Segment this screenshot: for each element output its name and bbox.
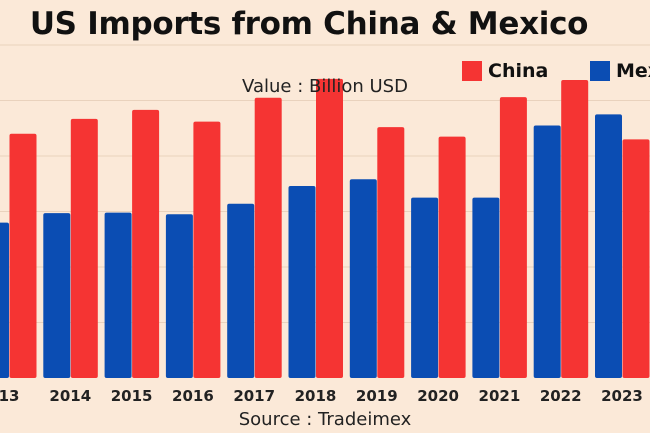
x-tick-label: 2021 [479, 387, 521, 405]
bar-china-2020 [438, 136, 466, 378]
bar-mexico-2015 [104, 212, 132, 378]
bar-china-13 [9, 133, 37, 378]
legend-item-mexico: Mex [590, 60, 650, 82]
bar-china-2019 [377, 127, 405, 378]
legend-swatch-mexico [590, 61, 610, 81]
bar-china-2021 [499, 97, 527, 379]
chart-source: Source : Tradeimex [238, 409, 412, 430]
x-tick-label: 13 [0, 387, 19, 405]
bar-china-2014 [70, 118, 98, 378]
bar-mexico-2023 [595, 114, 622, 378]
x-tick-label: 2020 [417, 387, 459, 405]
x-tick-label: 2017 [233, 387, 275, 405]
bar-mexico-2019 [349, 179, 377, 378]
bar-mexico-13 [0, 222, 9, 378]
bars [0, 78, 650, 379]
bar-mexico-2020 [411, 197, 439, 378]
x-tick-label: 2022 [540, 387, 582, 405]
chart-title: US Imports from China & Mexico [29, 6, 589, 42]
legend-item-china: China [462, 60, 548, 82]
bar-mexico-2014 [43, 213, 71, 378]
legend-label-mexico: Mex [616, 60, 650, 82]
bar-mexico-2022 [533, 125, 561, 378]
bar-china-2018 [316, 78, 343, 378]
bar-china-2023 [622, 139, 650, 378]
bar-china-2017 [254, 97, 282, 378]
legend: China Mex [0, 60, 650, 84]
legend-swatch-china [462, 61, 482, 81]
x-tick-labels: 13 2014 2015 2016 2017 2018 2019 2020 2021 2022 20… [0, 387, 643, 405]
bar-china-2022 [561, 79, 589, 378]
bar-mexico-2021 [472, 197, 500, 378]
bar-mexico-2016 [165, 214, 193, 378]
x-tick-label: 2023 [601, 387, 643, 405]
x-tick-label: 2015 [111, 387, 153, 405]
x-tick-label: 2019 [356, 387, 398, 405]
x-tick-label: 2016 [172, 387, 214, 405]
bar-mexico-2017 [227, 203, 255, 378]
bar-china-2016 [193, 121, 221, 378]
legend-label-china: China [488, 60, 549, 82]
bar-china-2015 [132, 109, 160, 378]
chart-subtitle: Value : Billion USD [242, 76, 408, 97]
bar-mexico-2018 [288, 185, 316, 378]
x-tick-label: 2018 [295, 387, 337, 405]
x-tick-label: 2014 [49, 387, 91, 405]
